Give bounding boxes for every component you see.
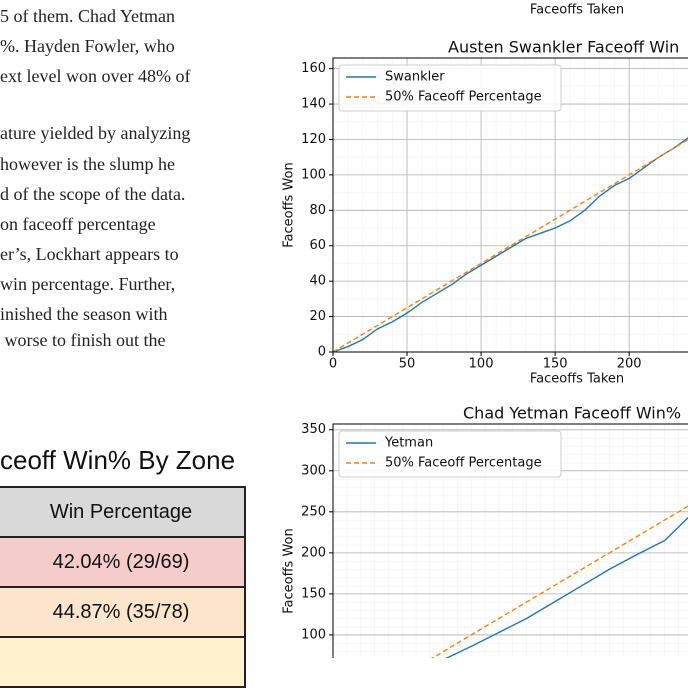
x-tick-label: 0 <box>329 357 337 372</box>
chart: 0 20 40 60 80 100 120 140 160 0 50 100 150 200 Austen … <box>282 38 688 387</box>
x-axis-label: Faceoffs Taken <box>530 372 624 387</box>
legend-label: 50% Faceoff Percentage <box>385 90 542 105</box>
y-tick-label: 150 <box>301 586 326 601</box>
legend-label: Swankler <box>385 70 445 85</box>
charts: Faceoffs Taken 0 20 40 60 80 100 120 140 160 0 50 1… <box>0 0 688 658</box>
legend-label: Yetman <box>384 436 433 451</box>
y-tick-label: 300 <box>301 463 326 478</box>
legend-label: 50% Faceoff Percentage <box>385 456 542 471</box>
y-tick-label: 20 <box>309 309 326 324</box>
x-axis-label: Faceoffs Taken <box>530 3 624 18</box>
y-axis-label: Faceoffs Won <box>282 162 297 248</box>
y-tick-label: 140 <box>301 97 326 112</box>
y-tick-label: 40 <box>309 274 326 289</box>
y-tick-label: 60 <box>309 238 326 253</box>
y-axis-label: Faceoffs Won <box>282 528 297 614</box>
chart-title: Chad Yetman Faceoff Win% <box>463 404 681 423</box>
x-tick-label: 50 <box>399 357 416 372</box>
y-tick-label: 80 <box>309 203 326 218</box>
x-tick-label: 100 <box>469 357 494 372</box>
legend: Yetman 50% Faceoff Percentage <box>339 431 561 477</box>
page: {"paragraph": {"lines": ["5 of them. Cha… <box>0 0 688 658</box>
y-tick-label: 120 <box>301 132 326 147</box>
y-tick-label: 250 <box>301 504 326 519</box>
y-tick-label: 100 <box>301 627 326 642</box>
x-tick-label: 200 <box>617 357 642 372</box>
y-tick-label: 160 <box>301 61 326 76</box>
y-tick-label: 0 <box>318 345 326 360</box>
y-tick-label: 100 <box>301 167 326 182</box>
chart-title: Austen Swankler Faceoff Win <box>448 38 679 57</box>
legend: Swankler 50% Faceoff Percentage <box>339 65 561 111</box>
chart: 100 150 200 250 300 350 Chad Yetman Faceoff Wi… <box>282 404 688 659</box>
y-tick-label: 200 <box>301 545 326 560</box>
x-tick-label: 150 <box>543 357 568 372</box>
y-tick-label: 350 <box>301 422 326 437</box>
